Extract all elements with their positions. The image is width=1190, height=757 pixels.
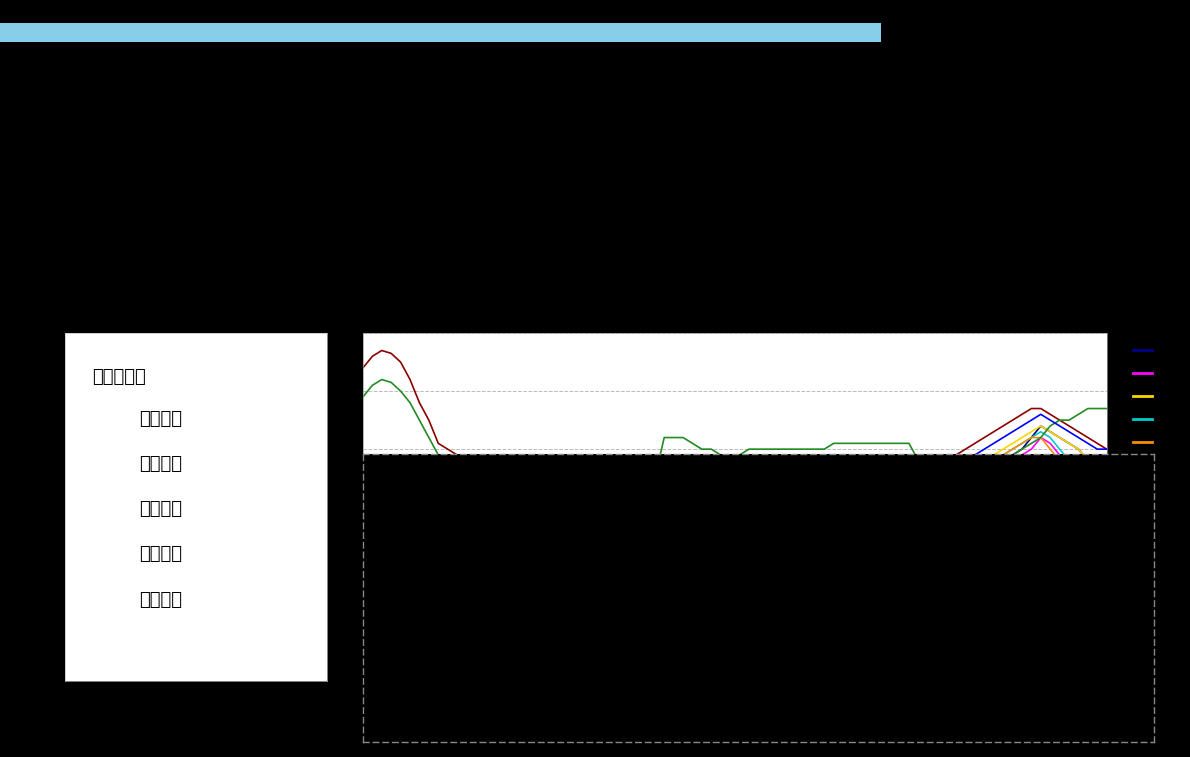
冷轧薄板 xyxy=(515,497,530,506)
热轧卷板 xyxy=(356,497,370,506)
冷轧薄板 xyxy=(1034,404,1048,413)
Text: 太钢不锈: 太钢不锈 xyxy=(139,590,182,609)
热轧卷板 xyxy=(1100,506,1114,515)
热轧卷板 xyxy=(1025,433,1039,442)
镀锌板 xyxy=(1034,433,1048,442)
无缝管 xyxy=(1034,410,1048,419)
中厚板 xyxy=(695,512,709,521)
普线 xyxy=(808,584,822,593)
热轧卷板 xyxy=(873,509,888,518)
Text: 宝钢股份: 宝钢股份 xyxy=(139,410,182,428)
镀锌板 xyxy=(854,439,869,448)
热轧薄板 xyxy=(1034,427,1048,436)
热轧薄板 xyxy=(695,537,709,547)
中厚板 xyxy=(808,523,822,532)
热轧薄板 xyxy=(515,578,530,587)
普线 xyxy=(1100,491,1114,500)
冷轧薄板 xyxy=(375,346,389,355)
中厚板 xyxy=(818,520,832,529)
螺纹钢 xyxy=(1025,444,1039,453)
螺纹钢 xyxy=(808,575,822,584)
无缝管 xyxy=(845,479,859,488)
螺纹钢 xyxy=(695,601,709,610)
无缝管 xyxy=(695,485,709,494)
中厚板 xyxy=(1034,422,1048,431)
螺纹钢 xyxy=(582,620,596,629)
镀锌板 xyxy=(356,392,370,401)
螺纹钢 xyxy=(845,531,859,540)
无缝管 xyxy=(356,456,370,466)
冷轧薄板 xyxy=(827,474,841,483)
Line: 螺纹钢: 螺纹钢 xyxy=(363,438,1107,625)
热轧薄板 xyxy=(873,497,888,506)
热轧卷板 xyxy=(1034,433,1048,442)
普线 xyxy=(695,607,709,616)
镀锌板 xyxy=(704,444,719,453)
普线 xyxy=(356,587,370,596)
镀锌板 xyxy=(883,439,897,448)
热轧卷板 xyxy=(808,549,822,558)
螺纹钢 xyxy=(1034,433,1048,442)
热轧薄板 xyxy=(1025,433,1039,442)
中厚板 xyxy=(582,596,596,605)
热轧薄板 xyxy=(1100,503,1114,512)
镀锌板 xyxy=(818,444,832,453)
普线 xyxy=(873,503,888,512)
Line: 镀锌板: 镀锌板 xyxy=(363,379,1107,507)
Text: 代表公司：: 代表公司： xyxy=(92,368,145,386)
冷轧薄板 xyxy=(356,363,370,372)
热轧卷板 xyxy=(845,526,859,535)
Line: 无缝管: 无缝管 xyxy=(363,414,1107,513)
普线 xyxy=(845,549,859,558)
中厚板 xyxy=(356,468,370,477)
热轧卷板 xyxy=(497,572,512,581)
热轧卷板 xyxy=(695,561,709,570)
Text: 鞍钢新轧: 鞍钢新轧 xyxy=(139,500,182,519)
Legend: 普线, 螺纹钢, 中厚板, 热轧薄板, 热轧卷板, 冷轧薄板, 镀锌板, 无缝管: 普线, 螺纹钢, 中厚板, 热轧薄板, 热轧卷板, 冷轧薄板, 镀锌板, 无缝管 xyxy=(1128,339,1190,523)
Line: 普线: 普线 xyxy=(363,426,1107,621)
冷轧薄板 xyxy=(883,462,897,471)
热轧薄板 xyxy=(356,485,370,494)
无缝管 xyxy=(808,491,822,500)
镀锌板 xyxy=(375,375,389,384)
Line: 冷轧薄板: 冷轧薄板 xyxy=(363,350,1107,501)
镀锌板 xyxy=(827,439,841,448)
热轧卷板 xyxy=(818,544,832,553)
无缝管 xyxy=(818,491,832,500)
热轧薄板 xyxy=(808,534,822,544)
无缝管 xyxy=(1025,416,1039,425)
镀锌板 xyxy=(507,503,521,512)
冷轧薄板 xyxy=(1100,444,1114,453)
螺纹钢 xyxy=(356,584,370,593)
中厚板 xyxy=(1025,427,1039,436)
螺纹钢 xyxy=(873,497,888,506)
热轧薄板 xyxy=(818,531,832,540)
普线 xyxy=(1034,422,1048,431)
中厚板 xyxy=(845,509,859,518)
普线 xyxy=(582,616,596,625)
Line: 热轧卷板: 热轧卷板 xyxy=(363,438,1107,577)
Text: 济南钢铁: 济南钢铁 xyxy=(139,546,182,563)
无缝管 xyxy=(1100,444,1114,453)
热轧薄板 xyxy=(845,514,859,523)
镀锌板 xyxy=(1100,404,1114,413)
螺纹钢 xyxy=(1100,503,1114,512)
Text: 武钢股份: 武钢股份 xyxy=(139,455,182,473)
冷轧薄板 xyxy=(854,468,869,477)
普线 xyxy=(1025,433,1039,442)
冷轧薄板 xyxy=(818,474,832,483)
Line: 热轧薄板: 热轧薄板 xyxy=(363,431,1107,583)
Line: 中厚板: 中厚板 xyxy=(363,426,1107,600)
冷轧薄板 xyxy=(704,488,719,497)
无缝管 xyxy=(515,509,530,518)
螺纹钢 xyxy=(818,569,832,578)
普线 xyxy=(818,578,832,587)
无缝管 xyxy=(873,474,888,483)
中厚板 xyxy=(873,491,888,500)
中厚板 xyxy=(1100,474,1114,483)
